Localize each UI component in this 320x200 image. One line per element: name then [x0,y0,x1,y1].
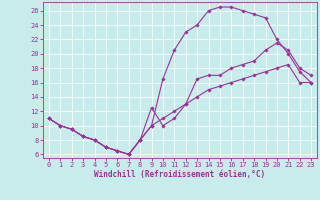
X-axis label: Windchill (Refroidissement éolien,°C): Windchill (Refroidissement éolien,°C) [94,170,266,179]
